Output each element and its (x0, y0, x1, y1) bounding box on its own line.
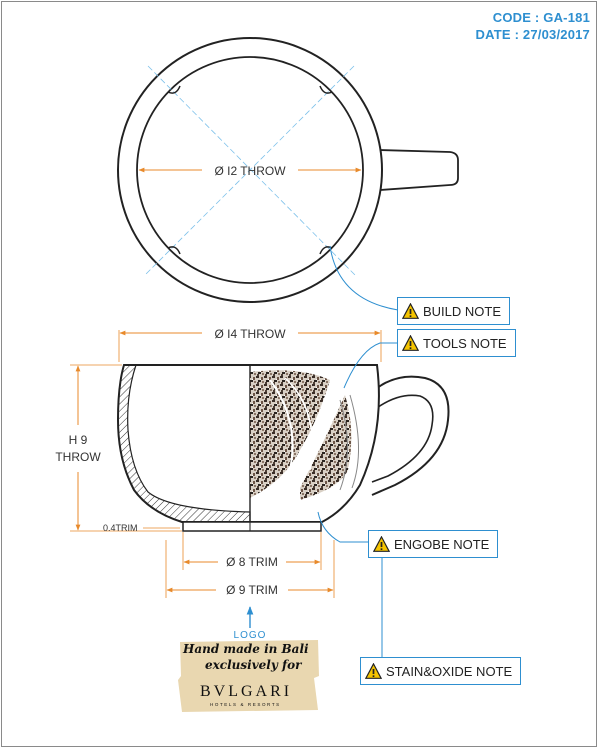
product-code: CODE : GA-181 (492, 10, 590, 25)
warning-icon (402, 302, 419, 319)
top-view: Ø I2 THROW (117, 37, 459, 311)
foot-outer-label: Ø 9 TRIM (226, 583, 278, 597)
height-label-line2: THROW (55, 450, 101, 464)
logo-line2: exclusively for (205, 658, 302, 672)
engobe-note-label: ENGOBE NOTE (394, 536, 490, 552)
foot-inner-label: Ø 8 TRIM (226, 555, 278, 569)
side-view: Ø I4 THROW H 9 THROW 0.4TRIM Ø 8 TRIM Ø … (55, 327, 450, 661)
height-label-line1: H 9 (69, 433, 88, 447)
stain-oxide-note[interactable]: STAIN&OXIDE NOTE (360, 657, 522, 685)
build-note[interactable]: BUILD NOTE (397, 297, 511, 325)
warning-icon (365, 662, 382, 679)
side-width-label: Ø I4 THROW (214, 327, 286, 341)
logo-brand: BVLGARI (200, 683, 293, 700)
stain-oxide-note-label: STAIN&OXIDE NOTE (386, 663, 513, 679)
tools-note-label: TOOLS NOTE (423, 335, 507, 351)
drawing-date: DATE : 27/03/2017 (475, 27, 590, 42)
logo-line1: Hand made in Bali (183, 642, 309, 656)
trim-thickness-label: 0.4TRIM (103, 523, 138, 533)
logo-label: LOGO (233, 630, 267, 641)
logo-card: Hand made in Bali exclusively for BVLGAR… (178, 640, 320, 712)
engobe-note[interactable]: ENGOBE NOTE (368, 530, 499, 558)
tools-note[interactable]: TOOLS NOTE (397, 329, 516, 357)
build-note-label: BUILD NOTE (423, 303, 502, 319)
logo-brand-sub: HOTELS & RESORTS (210, 702, 281, 707)
warning-icon (373, 535, 390, 552)
logo-background (178, 640, 319, 712)
warning-icon (402, 334, 419, 351)
inner-rim-circle (136, 56, 364, 284)
top-diameter-label: Ø I2 THROW (214, 164, 286, 178)
